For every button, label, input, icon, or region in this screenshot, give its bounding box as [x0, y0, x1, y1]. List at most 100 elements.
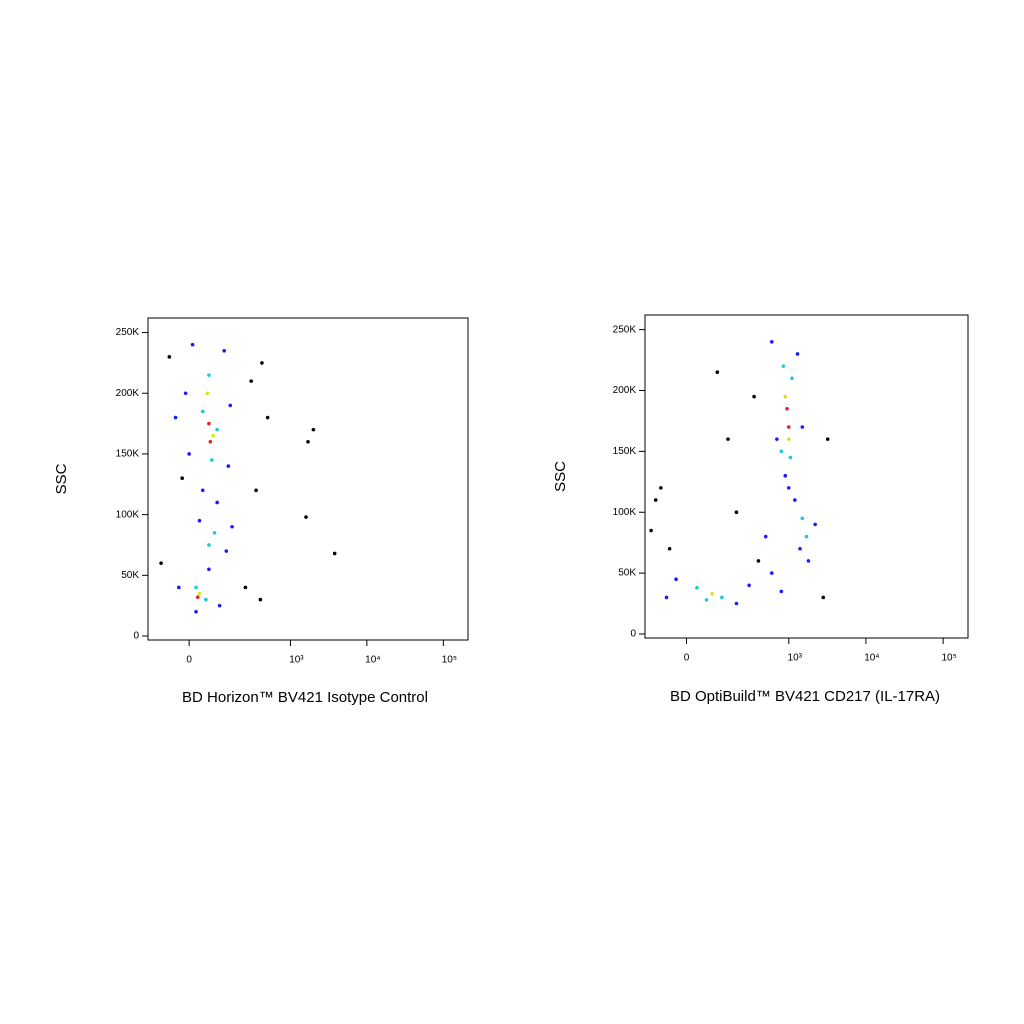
event-dot	[825, 437, 830, 441]
event-dot	[788, 455, 793, 460]
event-dot	[180, 476, 184, 481]
y-tick-label: 0	[630, 629, 636, 640]
event-dot	[194, 585, 198, 590]
event-dot	[167, 355, 172, 359]
event-dot	[783, 394, 788, 399]
event-dot	[215, 500, 219, 505]
event-dot	[800, 425, 805, 429]
event-dot	[306, 439, 310, 444]
event-dot	[209, 458, 214, 462]
event-dot	[793, 498, 797, 502]
y-tick-label: 200K	[116, 388, 140, 399]
event-dot	[311, 427, 316, 432]
y-tick-label: 150K	[116, 449, 140, 460]
event-dot	[752, 394, 756, 399]
event-dot	[763, 534, 768, 539]
y-axis-title: SSC	[53, 463, 70, 494]
plot-frame	[147, 317, 469, 641]
event-dot	[715, 370, 720, 375]
event-dot	[173, 415, 178, 420]
event-dot	[217, 603, 222, 608]
event-dot	[228, 403, 233, 408]
x-tick-label: 10⁵	[442, 655, 457, 666]
event-dot	[200, 488, 205, 493]
event-dot	[779, 589, 784, 594]
event-dot	[304, 515, 308, 519]
x-axis-title: BD OptiBuild™ BV421 CD217 (IL-17RA)	[670, 688, 940, 705]
x-tick-label: 10⁴	[365, 655, 380, 666]
event-dot	[756, 559, 761, 563]
event-dot	[786, 486, 791, 490]
x-tick-label: 0	[186, 655, 192, 666]
event-dot	[783, 473, 788, 478]
y-tick-label: 250K	[613, 324, 637, 335]
event-dot	[786, 425, 791, 429]
event-dot	[795, 352, 800, 356]
event-dot	[659, 486, 663, 490]
y-tick-label: 200K	[613, 385, 637, 396]
event-dot	[254, 488, 258, 493]
event-dot	[222, 348, 226, 353]
x-tick-label: 10³	[289, 655, 304, 666]
event-dot	[769, 339, 774, 344]
event-dot	[204, 597, 208, 602]
event-dot	[664, 595, 669, 600]
event-dot	[667, 546, 672, 551]
event-dot	[159, 561, 163, 565]
event-dot	[775, 437, 779, 441]
event-dot	[790, 376, 794, 381]
y-tick-label: 50K	[121, 570, 139, 581]
event-dot	[720, 595, 724, 600]
x-tick-label: 10⁴	[864, 653, 879, 664]
plot-frame	[644, 314, 969, 639]
y-tick-label: 150K	[613, 446, 637, 457]
event-dot	[674, 577, 678, 581]
event-dot	[195, 595, 200, 599]
y-tick-label: 100K	[613, 507, 637, 518]
y-tick-label: 50K	[618, 568, 636, 579]
event-dot	[207, 567, 211, 572]
y-tick-label: 0	[133, 631, 139, 642]
event-dot	[190, 342, 195, 347]
event-dot	[194, 609, 198, 614]
event-dot	[226, 464, 231, 468]
event-dot	[804, 534, 809, 539]
event-dot	[695, 585, 699, 590]
event-dot	[258, 597, 263, 602]
event-dot	[197, 518, 202, 523]
event-dot	[747, 583, 751, 588]
y-tick-label: 250K	[116, 327, 140, 338]
y-tick-label: 100K	[116, 509, 140, 520]
event-dot	[781, 364, 786, 368]
event-dot	[207, 543, 211, 547]
event-dot	[734, 601, 739, 606]
event-dot	[187, 452, 191, 456]
event-dot	[260, 361, 264, 365]
event-dot	[798, 546, 802, 551]
event-dot	[769, 571, 774, 575]
event-dot	[215, 427, 219, 432]
x-tick-label: 0	[684, 653, 690, 664]
event-dot	[207, 373, 211, 377]
event-dot	[821, 595, 826, 600]
event-dot	[806, 559, 811, 563]
event-dot	[243, 585, 248, 590]
event-dot	[710, 592, 714, 596]
event-dot	[779, 449, 784, 454]
event-dot	[205, 391, 210, 396]
event-dot	[224, 549, 229, 553]
event-dot	[649, 528, 653, 533]
event-dot	[813, 522, 817, 527]
event-dot	[734, 510, 739, 515]
event-dot	[176, 585, 181, 590]
event-dot	[212, 531, 217, 535]
event-dot	[800, 516, 805, 521]
event-dot	[200, 409, 205, 414]
event-dot	[230, 524, 234, 529]
event-dot	[249, 379, 253, 383]
event-dot	[265, 415, 270, 420]
event-dot	[726, 437, 730, 441]
event-dot	[653, 498, 658, 502]
event-dot	[183, 391, 188, 396]
